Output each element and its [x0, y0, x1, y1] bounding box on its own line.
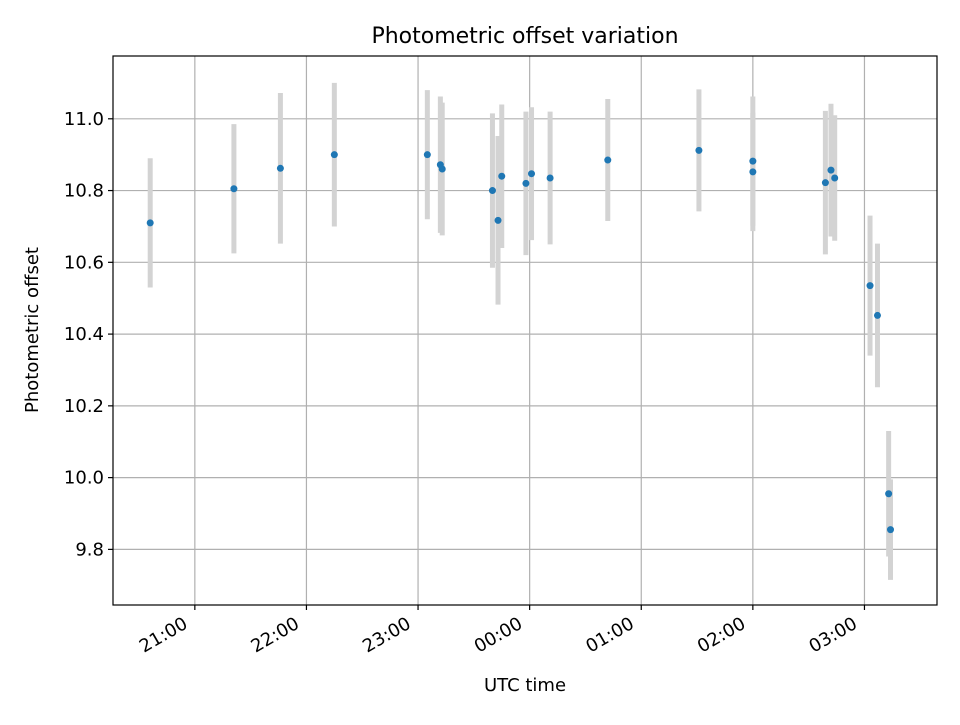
- x-tick-label: 23:00: [359, 613, 414, 657]
- error-bar-layer: [147, 82, 893, 580]
- data-point: [498, 172, 506, 180]
- data-point: [488, 187, 496, 195]
- data-point: [886, 526, 894, 534]
- x-tick-label: 21:00: [136, 613, 191, 657]
- data-point: [604, 156, 612, 164]
- data-point: [827, 166, 835, 174]
- data-point: [230, 185, 238, 193]
- data-point: [276, 164, 284, 172]
- x-tick-label: 01:00: [582, 613, 637, 657]
- data-point: [438, 165, 446, 173]
- chart-title: Photometric offset variation: [371, 24, 678, 49]
- y-axis-label: Photometric offset: [22, 247, 43, 413]
- data-point: [831, 174, 839, 182]
- data-point: [522, 179, 530, 187]
- data-point: [866, 282, 874, 290]
- y-tick-label: 9.8: [75, 539, 104, 560]
- y-tick-label: 11.0: [64, 109, 104, 130]
- x-tick-label: 02:00: [694, 613, 749, 657]
- data-point: [146, 219, 154, 227]
- data-point: [821, 179, 829, 187]
- y-tick-label: 10.8: [64, 181, 104, 202]
- data-point: [873, 311, 881, 319]
- y-tick-label: 10.2: [64, 396, 104, 417]
- plot-area-frame: [112, 55, 938, 606]
- data-point: [330, 151, 338, 159]
- x-tick-label: 03:00: [806, 613, 861, 657]
- data-point: [546, 174, 554, 182]
- x-tick-label: 22:00: [248, 613, 303, 657]
- data-point: [749, 168, 757, 176]
- data-point: [423, 151, 431, 159]
- y-tick-label: 10.6: [64, 252, 104, 273]
- y-tick-label: 10.4: [64, 324, 104, 345]
- data-point: [695, 146, 703, 154]
- y-tick-label: 10.0: [64, 468, 104, 489]
- data-point-layer: [146, 146, 894, 534]
- data-point: [528, 170, 536, 178]
- data-point: [494, 216, 502, 224]
- x-tick-label: 00:00: [471, 613, 526, 657]
- x-axis-label: UTC time: [484, 675, 566, 696]
- data-point: [885, 490, 893, 498]
- data-point: [749, 157, 757, 165]
